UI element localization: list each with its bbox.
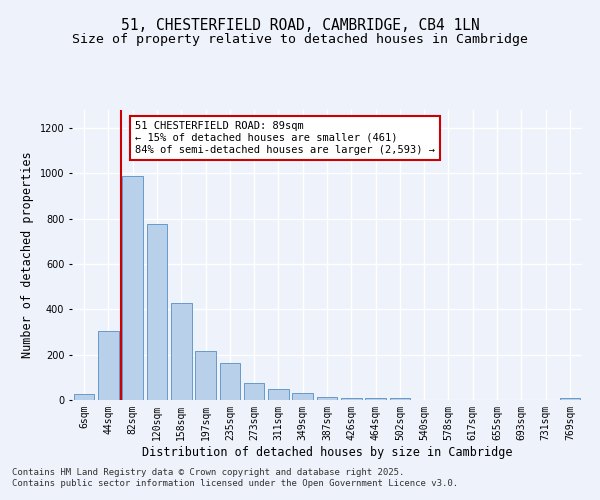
Bar [171,302,191,400]
Text: 51, CHESTERFIELD ROAD, CAMBRIDGE, CB4 1LN: 51, CHESTERFIELD ROAD, CAMBRIDGE, CB4 1L… [121,18,479,32]
Bar [98,331,119,400]
Bar [292,393,313,400]
Bar [365,398,386,400]
Bar [268,388,289,400]
Bar [317,396,337,400]
Bar [220,362,240,400]
Bar [389,398,410,400]
X-axis label: Distribution of detached houses by size in Cambridge: Distribution of detached houses by size … [142,446,512,458]
Bar [560,398,580,400]
Bar [341,398,362,400]
Y-axis label: Number of detached properties: Number of detached properties [21,152,34,358]
Bar [122,176,143,400]
Text: 51 CHESTERFIELD ROAD: 89sqm
← 15% of detached houses are smaller (461)
84% of se: 51 CHESTERFIELD ROAD: 89sqm ← 15% of det… [135,122,435,154]
Bar [195,352,216,400]
Bar [244,383,265,400]
Text: Size of property relative to detached houses in Cambridge: Size of property relative to detached ho… [72,32,528,46]
Text: Contains HM Land Registry data © Crown copyright and database right 2025.
Contai: Contains HM Land Registry data © Crown c… [12,468,458,487]
Bar [146,224,167,400]
Bar [74,394,94,400]
